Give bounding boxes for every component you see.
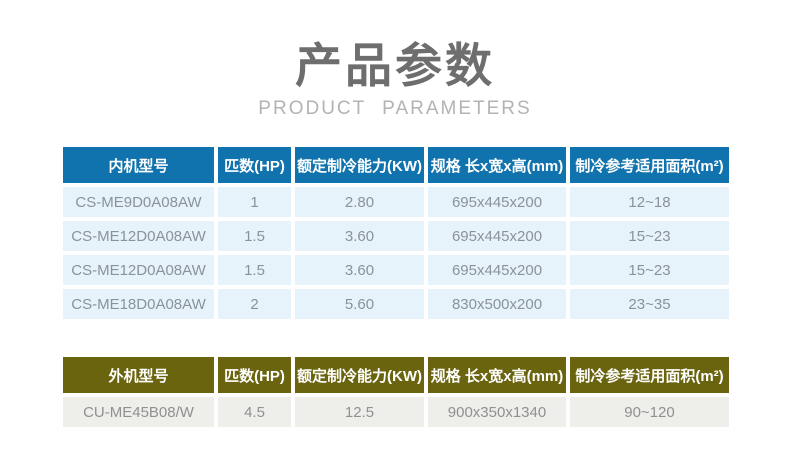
column-header: 制冷参考适用面积(m²) — [570, 357, 729, 393]
indoor-unit-table: 内机型号 匹数(HP) 额定制冷能力(KW) 规格 长x宽x高(mm) 制冷参考适用面积… — [63, 147, 729, 319]
table-cell: 1.5 — [218, 255, 291, 285]
table-cell: CS-ME12D0A08AW — [63, 221, 214, 251]
table-cell: 23~35 — [570, 289, 729, 319]
column-header: 规格 长x宽x高(mm) — [428, 357, 566, 393]
table-cell: CS-ME18D0A08AW — [63, 289, 214, 319]
table-cell: 12.5 — [295, 397, 424, 427]
page-title: 产品参数 — [295, 39, 495, 92]
table-cell: 900x350x1340 — [428, 397, 566, 427]
page-subtitle: PRODUCT PARAMETERS — [258, 98, 532, 119]
table-cell: 830x500x200 — [428, 289, 566, 319]
column-header: 额定制冷能力(KW) — [295, 147, 424, 183]
column-header: 制冷参考适用面积(m²) — [570, 147, 729, 183]
table-cell: 1 — [218, 187, 291, 217]
table-cell: 3.60 — [295, 221, 424, 251]
table-cell: 15~23 — [570, 255, 729, 285]
table-cell: 4.5 — [218, 397, 291, 427]
table-cell: 3.60 — [295, 255, 424, 285]
column-header: 外机型号 — [63, 357, 214, 393]
table-cell: 5.60 — [295, 289, 424, 319]
outdoor-unit-table: 外机型号 匹数(HP) 额定制冷能力(KW) 规格 长x宽x高(mm) 制冷参考适用面积… — [63, 357, 729, 427]
table-cell: 695x445x200 — [428, 187, 566, 217]
column-header: 匹数(HP) — [218, 147, 291, 183]
column-header: 额定制冷能力(KW) — [295, 357, 424, 393]
column-header: 规格 长x宽x高(mm) — [428, 147, 566, 183]
table-cell: 695x445x200 — [428, 255, 566, 285]
column-header: 匹数(HP) — [218, 357, 291, 393]
table-cell: 2.80 — [295, 187, 424, 217]
column-header: 内机型号 — [63, 147, 214, 183]
table-cell: 15~23 — [570, 221, 729, 251]
table-cell: 695x445x200 — [428, 221, 566, 251]
table-cell: 90~120 — [570, 397, 729, 427]
table-cell: CU-ME45B08/W — [63, 397, 214, 427]
table-cell: CS-ME12D0A08AW — [63, 255, 214, 285]
table-cell: 12~18 — [570, 187, 729, 217]
table-cell: CS-ME9D0A08AW — [63, 187, 214, 217]
title-block: 产品参数 PRODUCT PARAMETERS — [0, 38, 790, 120]
table-cell: 2 — [218, 289, 291, 319]
table-cell: 1.5 — [218, 221, 291, 251]
